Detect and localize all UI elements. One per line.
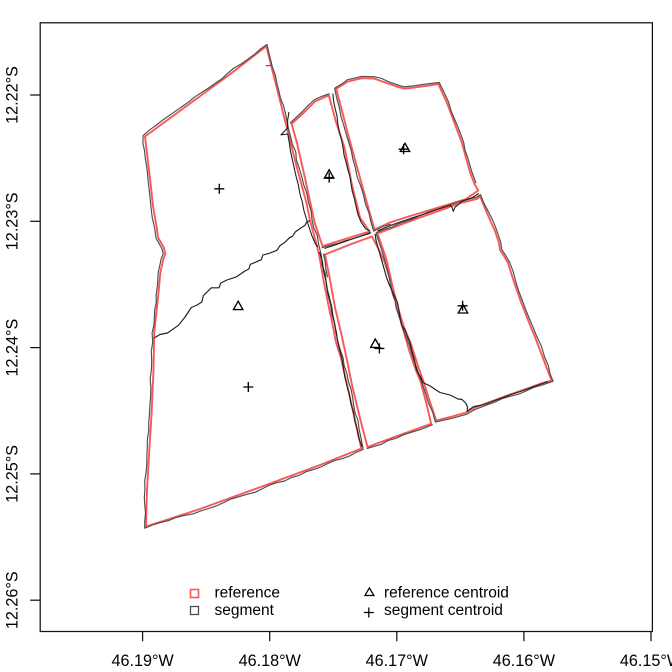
svg-text:46.15°W: 46.15°W [620, 652, 672, 670]
svg-text:46.18°W: 46.18°W [239, 652, 302, 670]
svg-text:12.23°S: 12.23°S [4, 192, 22, 250]
svg-text:46.16°W: 46.16°W [493, 652, 556, 670]
svg-text:segment: segment [215, 602, 275, 619]
svg-text:reference: reference [215, 585, 280, 602]
svg-text:46.17°W: 46.17°W [366, 652, 429, 670]
svg-text:12.24°S: 12.24°S [4, 319, 22, 377]
svg-text:12.25°S: 12.25°S [4, 445, 22, 503]
svg-text:reference centroid: reference centroid [384, 585, 509, 602]
svg-text:12.22°S: 12.22°S [4, 66, 22, 124]
svg-text:46.19°W: 46.19°W [111, 652, 174, 670]
svg-text:segment centroid: segment centroid [384, 602, 503, 619]
svg-text:12.26°S: 12.26°S [4, 571, 22, 629]
